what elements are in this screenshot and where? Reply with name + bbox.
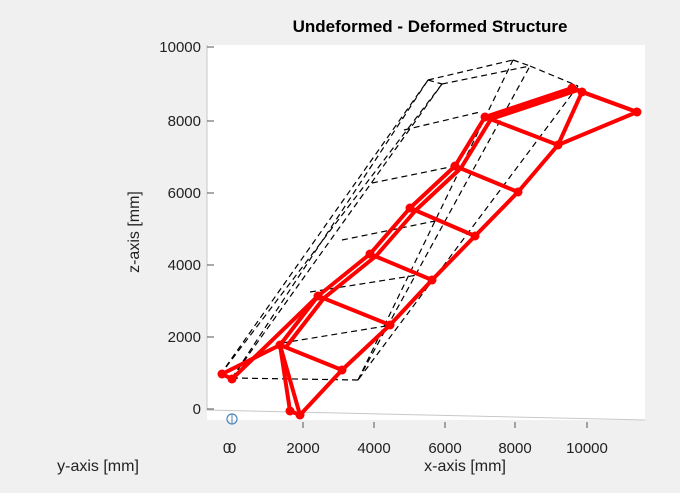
x-tick-label: 6000 <box>428 440 461 457</box>
deformed-structure <box>217 83 642 420</box>
deformed-member <box>430 234 477 282</box>
z-tick-label: 0 <box>193 401 201 418</box>
deformed-member <box>230 294 320 381</box>
deformed-member <box>298 368 344 417</box>
undeformed-member <box>371 164 461 184</box>
x-tick-label: 8000 <box>498 440 531 457</box>
deformed-node <box>295 410 305 420</box>
z-axis-label: z-axis [mm] <box>126 191 143 273</box>
y-axis-label: y-axis [mm] <box>57 458 139 475</box>
deformed-member <box>408 164 457 210</box>
deformed-node <box>227 374 237 384</box>
deformed-member <box>374 208 418 258</box>
deformed-member <box>388 278 434 327</box>
undeformed-member <box>281 324 393 344</box>
deformed-node <box>217 369 227 379</box>
undeformed-member <box>231 377 359 381</box>
deformed-member <box>453 115 487 168</box>
deformed-node <box>513 187 523 197</box>
x-axis-label: x-axis [mm] <box>424 458 506 475</box>
deformed-node <box>313 291 323 301</box>
deformed-member <box>453 164 520 194</box>
deformed-node <box>275 340 285 350</box>
undeformed-member <box>427 59 514 81</box>
x-tick-label: 2000 <box>286 440 319 457</box>
y-tick-label: 0 <box>228 440 236 457</box>
deformed-member <box>368 252 434 282</box>
deformed-member <box>556 90 584 147</box>
deformed-member <box>368 206 412 256</box>
deformed-node <box>632 107 642 117</box>
x-ticks: 2000 4000 6000 8000 10000 <box>286 422 608 457</box>
chart-title: Undeformed - Deformed Structure <box>293 17 568 36</box>
deformed-member <box>459 117 493 170</box>
undeformed-member <box>403 111 481 131</box>
deformed-member <box>489 88 580 121</box>
deformed-node <box>553 140 563 150</box>
deformed-member <box>278 343 344 372</box>
deformed-member <box>316 294 392 327</box>
deformed-member <box>473 190 520 238</box>
deformed-node <box>337 365 347 375</box>
deformed-member <box>284 296 326 349</box>
deformed-node <box>365 249 375 259</box>
undeformed-member <box>529 65 579 87</box>
deformed-member <box>556 110 639 147</box>
deformed-node <box>285 406 295 416</box>
deformed-member <box>516 143 560 194</box>
deformed-node <box>480 112 490 122</box>
deformed-member <box>483 115 560 147</box>
z-tick-label: 10000 <box>159 39 201 56</box>
undeformed-member <box>309 274 419 293</box>
deformed-node <box>427 275 437 285</box>
deformed-node <box>405 203 415 213</box>
deformed-node <box>567 83 577 93</box>
deformed-node <box>470 231 480 241</box>
deformed-member <box>322 254 378 300</box>
x-tick-label: 10000 <box>566 440 608 457</box>
deformed-node <box>450 161 460 171</box>
deformed-member <box>278 343 302 417</box>
y-ticks: 00 <box>223 440 236 457</box>
deformed-member <box>414 166 463 212</box>
z-tick-label: 2000 <box>168 329 201 346</box>
undeformed-member <box>219 83 443 376</box>
deformed-node <box>385 320 395 330</box>
deformed-member <box>340 323 392 372</box>
undeformed-member <box>512 59 531 67</box>
x-tick-label: 4000 <box>357 440 390 457</box>
axes-box <box>206 45 646 421</box>
z-ticks: 0 2000 4000 6000 8000 10000 <box>159 39 214 418</box>
z-tick-label: 8000 <box>168 113 201 130</box>
deformed-member <box>483 86 574 119</box>
undeformed-member <box>219 79 429 376</box>
z-tick-label: 6000 <box>168 185 201 202</box>
undeformed-member <box>231 83 443 379</box>
deformed-member <box>316 252 372 298</box>
undeformed-member <box>427 79 443 85</box>
z-tick-label: 4000 <box>168 257 201 274</box>
undeformed-member <box>441 65 531 85</box>
deformed-node <box>577 87 587 97</box>
y-tick-label: 0 <box>223 440 231 457</box>
deformed-member <box>408 206 477 238</box>
